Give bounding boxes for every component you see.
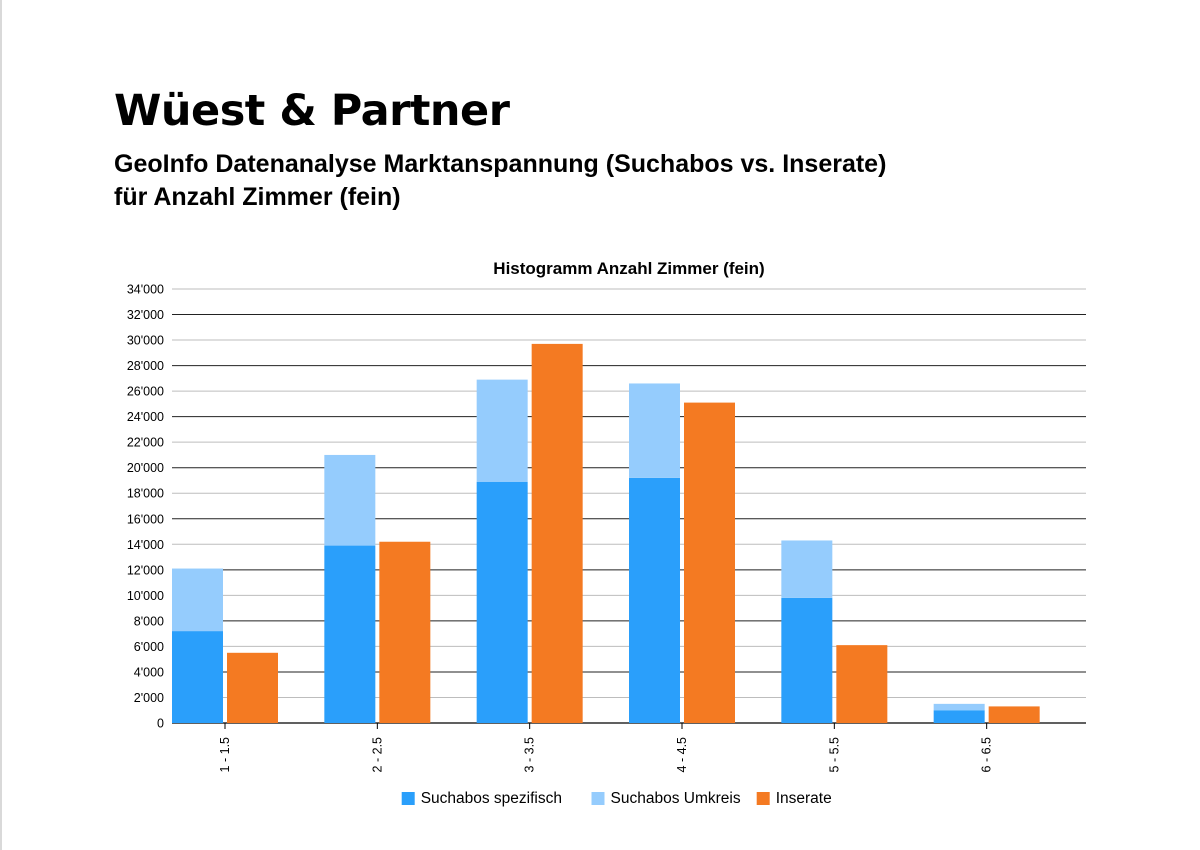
bar [781, 540, 833, 598]
bar [933, 703, 985, 711]
y-tick-label: 34'000 [127, 283, 164, 297]
legend-label: Suchabos spezifisch [421, 790, 562, 807]
legend-label: Suchabos Umkreis [611, 790, 741, 807]
y-tick-label: 10'000 [127, 589, 164, 603]
y-tick-label: 20'000 [127, 461, 164, 475]
bar [227, 652, 278, 723]
y-tick-label: 22'000 [127, 436, 164, 450]
x-tick-label: 1 - 1.5 [218, 737, 232, 772]
report-subtitle: GeoInfo Datenanalyse Marktanspannung (Su… [114, 148, 886, 214]
chart-title: Histogramm Anzahl Zimmer (fein) [493, 259, 764, 278]
y-tick-label: 0 [157, 717, 164, 731]
subtitle-line-1: GeoInfo Datenanalyse Marktanspannung (Su… [114, 150, 887, 178]
y-tick-label: 16'000 [127, 512, 164, 526]
bar [476, 481, 528, 723]
bar [629, 383, 680, 478]
x-tick-label: 4 - 4.5 [675, 737, 689, 772]
x-tick-label: 3 - 3.5 [523, 737, 537, 772]
bar [324, 545, 376, 723]
y-tick-label: 12'000 [127, 563, 164, 577]
legend-swatch [401, 792, 415, 805]
y-tick-label: 30'000 [127, 334, 164, 348]
legend-label: Inserate [776, 790, 832, 807]
brand-logo-text: Wüest & Partner [114, 86, 510, 136]
bar [781, 597, 833, 723]
bar [629, 477, 680, 723]
y-tick-label: 8'000 [134, 614, 164, 628]
bar [836, 645, 888, 723]
bar [531, 343, 583, 723]
y-tick-label: 14'000 [127, 538, 164, 552]
y-tick-label: 6'000 [134, 640, 164, 654]
bar [476, 379, 528, 482]
subtitle-line-2: für Anzahl Zimmer (fein) [114, 183, 401, 211]
x-tick-label: 2 - 2.5 [370, 737, 384, 772]
bar [172, 631, 223, 723]
bar [684, 402, 735, 723]
x-tick-label: 6 - 6.5 [980, 737, 994, 772]
legend-swatch [591, 792, 605, 805]
y-tick-label: 28'000 [127, 359, 164, 373]
y-tick-label: 2'000 [134, 691, 164, 705]
bar [324, 454, 376, 546]
bar [379, 541, 431, 723]
legend-swatch [756, 792, 770, 805]
y-tick-label: 24'000 [127, 410, 164, 424]
y-tick-label: 18'000 [127, 487, 164, 501]
bar [988, 706, 1040, 723]
x-tick-label: 5 - 5.5 [827, 737, 841, 772]
bar [933, 710, 985, 723]
bar [172, 568, 223, 632]
y-tick-label: 26'000 [127, 385, 164, 399]
page-border [0, 0, 2, 850]
y-tick-label: 4'000 [134, 665, 164, 679]
y-tick-label: 32'000 [127, 308, 164, 322]
